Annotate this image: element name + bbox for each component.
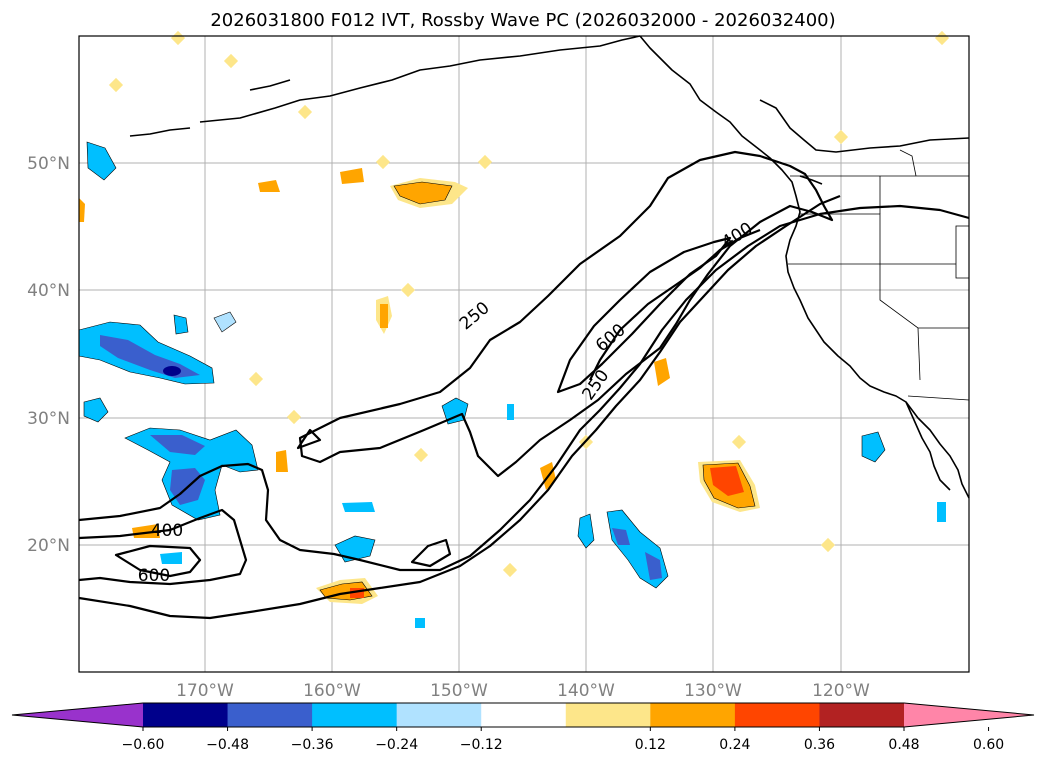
anomaly-region xyxy=(577,513,595,549)
colorbar-segment xyxy=(312,703,398,727)
colorbar-tick-label: 0.12 xyxy=(635,737,666,753)
contour-label: 600 xyxy=(138,566,170,586)
colorbar-tick-label: −0.48 xyxy=(206,737,249,753)
colorbar-tick-label: −0.60 xyxy=(122,737,165,753)
anomaly-region xyxy=(86,141,117,181)
contour-small xyxy=(410,538,452,568)
colorbar-tick-label: 0.24 xyxy=(719,737,750,753)
colorbar-segment xyxy=(143,703,229,727)
coastlines xyxy=(129,35,970,499)
latitude-labels: 50°N 40°N 30°N 20°N xyxy=(27,154,70,556)
lat-label: 50°N xyxy=(27,154,70,174)
anomaly-region xyxy=(163,366,181,376)
state-border-az xyxy=(917,327,921,381)
anomaly-region xyxy=(612,528,630,545)
anomaly-region xyxy=(258,180,280,192)
colorbar-segment xyxy=(734,703,820,727)
anomaly-region xyxy=(380,304,388,328)
colorbar-segment xyxy=(650,703,736,727)
vancouver-island xyxy=(799,175,823,185)
colorbar-segment xyxy=(481,703,567,727)
aleutian-islands-2 xyxy=(249,79,291,91)
figure-title: 2026031800 F012 IVT, Rossby Wave PC (202… xyxy=(210,10,835,31)
colorbar-tick-label: −0.24 xyxy=(375,737,418,753)
contour-400-ar xyxy=(589,228,761,381)
canada-coast xyxy=(759,99,970,153)
alaska-coast xyxy=(199,35,641,123)
lat-label: 20°N xyxy=(27,536,70,556)
contour-label: 400 xyxy=(151,521,183,541)
baja-california xyxy=(905,401,951,491)
anomaly-region xyxy=(340,168,364,184)
colorbar-tick-label: −0.36 xyxy=(291,737,334,753)
anomaly-region xyxy=(645,552,662,580)
lon-label: 160°W xyxy=(303,681,361,701)
lon-label: 150°W xyxy=(430,681,488,701)
contour-400-west xyxy=(78,508,248,586)
anomaly-region xyxy=(393,181,453,205)
anomaly-region xyxy=(83,397,109,423)
colorbar-extend-low xyxy=(12,703,143,727)
anomaly-region xyxy=(654,358,670,386)
political-borders xyxy=(788,149,970,401)
negative-anomalies xyxy=(78,141,946,628)
anomaly-region xyxy=(415,618,425,628)
us-mexico-border xyxy=(907,395,970,401)
anomaly-region xyxy=(173,314,189,335)
colorbar-tick-label: 0.36 xyxy=(804,737,835,753)
colorbar-segment xyxy=(227,703,313,727)
colorbar-tick-label: −0.12 xyxy=(460,737,503,753)
anomaly-region xyxy=(507,404,514,420)
colorbar-tick-label: 0.48 xyxy=(888,737,919,753)
colorbar-tick-label: 0.60 xyxy=(973,737,1004,753)
map-frame xyxy=(78,35,970,673)
aleutian-islands xyxy=(129,127,191,137)
lon-label: 140°W xyxy=(557,681,615,701)
state-border-ca-nv xyxy=(879,264,969,329)
state-border xyxy=(800,213,956,265)
contour-250-main xyxy=(78,204,970,572)
colorbar-extend-high xyxy=(904,703,1034,727)
lon-label: 170°W xyxy=(176,681,234,701)
anomaly-region xyxy=(342,502,375,512)
contour-small-2 xyxy=(296,428,322,450)
colorbar-segment xyxy=(565,703,651,727)
lat-label: 40°N xyxy=(27,281,70,301)
map-area xyxy=(79,36,969,672)
anomaly-region xyxy=(861,431,886,463)
anomaly-region xyxy=(160,552,182,564)
anomaly-region xyxy=(937,502,946,522)
lat-label: 30°N xyxy=(27,409,70,429)
anomaly-region xyxy=(79,198,85,222)
ivt-contours xyxy=(78,150,970,620)
anomaly-region xyxy=(150,435,205,455)
colorbar-segment xyxy=(396,703,482,727)
lon-label: 130°W xyxy=(684,681,742,701)
contour-600-west xyxy=(114,544,202,578)
anomaly-region xyxy=(710,466,744,496)
contour-250-south xyxy=(78,194,841,620)
anomaly-region xyxy=(213,311,237,333)
province-border xyxy=(899,149,917,177)
contour-600-ar xyxy=(556,236,732,394)
colorbar-segment xyxy=(819,703,905,727)
lon-label: 120°W xyxy=(812,681,870,701)
north-america-coast xyxy=(639,35,970,499)
longitude-labels: 170°W 160°W 150°W 140°W 130°W 120°W xyxy=(176,681,870,701)
colorbar: −0.60 −0.48 −0.36 −0.24 −0.12 0.12 0.24 0.36 0.4… xyxy=(11,702,1035,753)
anomaly-region xyxy=(276,450,288,472)
contour-250-north xyxy=(298,150,834,478)
